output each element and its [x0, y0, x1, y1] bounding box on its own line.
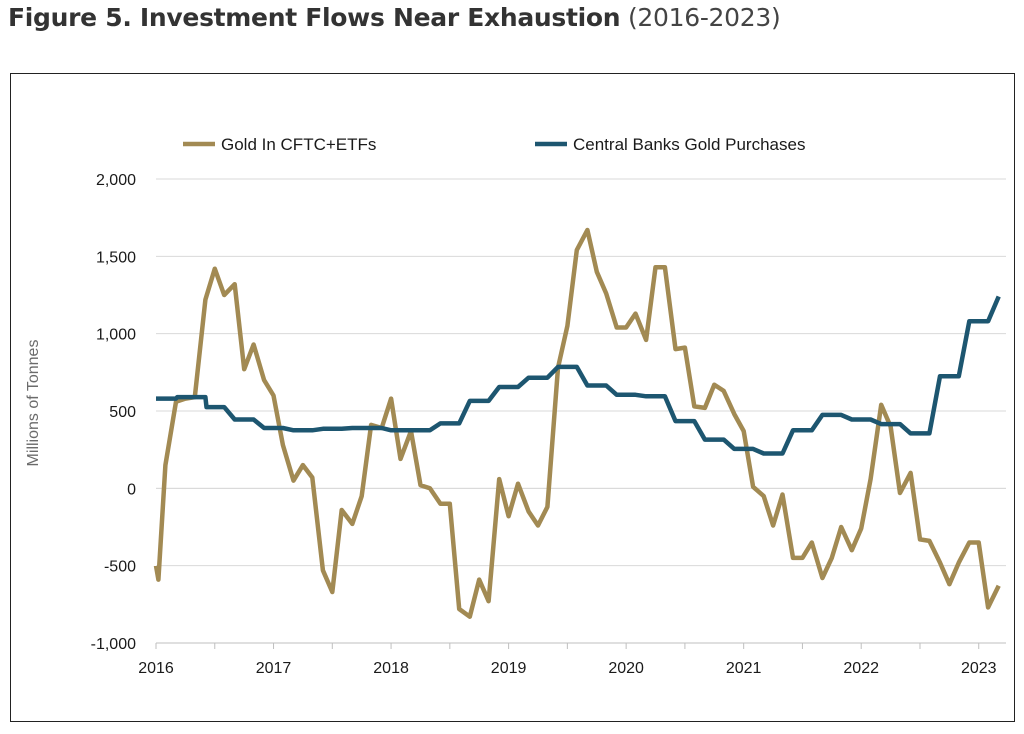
y-tick-label: 0 — [127, 481, 136, 498]
x-tick-label: 2016 — [138, 660, 174, 677]
y-tick-label: 2,000 — [96, 172, 136, 189]
series-line-2 — [156, 295, 1001, 456]
series-line-1 — [153, 227, 1001, 619]
x-tick-label: 2017 — [256, 660, 292, 677]
y-axis-title: Millions of Tonnes — [25, 340, 42, 467]
legend-label: Central Banks Gold Purchases — [573, 135, 805, 154]
legend-label: Gold In CFTC+ETFs — [221, 135, 376, 154]
figure-title-main: Figure 5. Investment Flows Near Exhausti… — [8, 3, 621, 32]
figure-title: Figure 5. Investment Flows Near Exhausti… — [8, 3, 781, 32]
y-tick-label: 1,500 — [96, 249, 136, 266]
y-tick-label: -1,000 — [91, 636, 136, 653]
x-tick-label: 2023 — [961, 660, 997, 677]
x-tick-label: 2018 — [373, 660, 409, 677]
line-chart: -1,000 -500 0 500 1,000 1,500 2,000 2016 2017 201… — [25, 135, 1006, 677]
x-tick-label: 2020 — [608, 660, 644, 677]
figure-title-range: (2016-2023) — [620, 3, 781, 32]
y-tick-label: 500 — [109, 404, 136, 421]
x-tick-label: 2021 — [726, 660, 762, 677]
y-tick-label: 1,000 — [96, 327, 136, 344]
x-tick-label: 2022 — [843, 660, 879, 677]
y-tick-label: -500 — [104, 559, 136, 576]
chart-frame: -1,000 -500 0 500 1,000 1,500 2,000 2016 2017 201… — [10, 73, 1015, 722]
x-tick-label: 2019 — [491, 660, 527, 677]
